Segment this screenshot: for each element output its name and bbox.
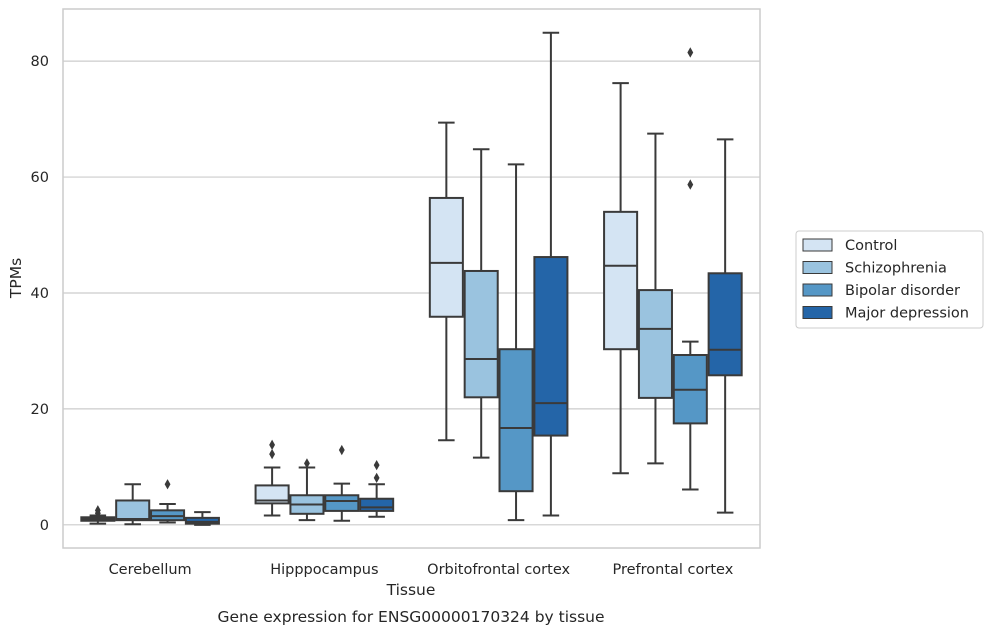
legend-frame <box>795 230 984 329</box>
legend-label: Major depression <box>845 306 969 322</box>
iqr-box <box>184 516 220 525</box>
box-major-depression <box>184 511 220 526</box>
y-tick-label: 80 <box>31 54 49 70</box>
box-bipolar-disorder <box>672 47 708 491</box>
x-axis-label: Tissue <box>386 581 436 599</box>
box-control <box>254 439 290 517</box>
iqr-box <box>533 256 569 437</box>
legend-swatch <box>802 306 833 319</box>
box-schizophrenia <box>289 458 325 522</box>
x-tick-labels: Cerebellum Hipppocampus Orbitofrontal cort… <box>109 562 734 578</box>
box-major-depression <box>707 138 743 514</box>
iqr-box <box>324 494 360 512</box>
legend: Control Schizophrenia Bipolar disorder Majo… <box>795 230 984 329</box>
x-tick-label: Orbitofrontal cortex <box>427 562 570 578</box>
outlier-marker <box>687 179 694 190</box>
y-tick-label: 20 <box>31 402 49 418</box>
box-bipolar-disorder <box>498 163 534 522</box>
legend-items: Control Schizophrenia Bipolar disorder Majo… <box>802 238 969 322</box>
box-control <box>428 121 464 442</box>
box-bipolar-disorder <box>150 479 186 524</box>
outlier-marker <box>269 439 276 451</box>
plot-area-frame <box>62 8 761 549</box>
y-tick-label: 0 <box>40 518 49 534</box>
outlier-marker <box>94 505 101 516</box>
legend-label: Schizophrenia <box>845 261 947 277</box>
iqr-box <box>603 210 639 351</box>
box-schizophrenia <box>115 483 151 526</box>
y-tick-label: 40 <box>31 286 49 302</box>
legend-swatch <box>802 238 833 252</box>
legend-swatch <box>802 261 833 274</box>
x-tick-label: Prefrontal cortex <box>612 562 733 578</box>
outlier-marker <box>304 458 310 469</box>
outlier-marker <box>338 444 345 456</box>
iqr-box <box>115 499 151 522</box>
legend-label: Bipolar disorder <box>845 283 960 299</box>
box-groups <box>80 31 743 526</box>
iqr-box <box>359 497 395 512</box>
x-tick-label: Cerebellum <box>109 562 192 578</box>
box-major-depression <box>359 459 395 518</box>
box-schizophrenia <box>637 132 673 465</box>
y-tick-labels: 0 20 40 60 80 <box>31 54 49 534</box>
legend-label: Control <box>845 238 897 254</box>
y-axis-label: TPMs <box>7 258 25 299</box>
chart-caption: Gene expression for ENSG00000170324 by t… <box>217 608 604 626</box>
box-bipolar-disorder <box>324 444 360 522</box>
box-control <box>603 82 639 475</box>
legend-swatch <box>802 283 833 297</box>
box-control <box>80 505 116 525</box>
iqr-box <box>463 269 499 399</box>
iqr-box <box>254 484 290 505</box>
outlier-marker <box>269 448 276 460</box>
iqr-box <box>707 272 743 377</box>
iqr-box <box>637 289 673 399</box>
y-tick-label: 60 <box>31 170 49 186</box>
outlier-marker <box>164 479 171 490</box>
box-major-depression <box>533 31 569 517</box>
outlier-marker <box>373 472 380 484</box>
y-gridlines <box>63 60 760 526</box>
x-tick-label: Hipppocampus <box>270 562 378 578</box>
outlier-marker <box>373 459 380 471</box>
box-schizophrenia <box>463 148 499 459</box>
outlier-marker <box>687 47 694 58</box>
iqr-box <box>498 348 534 493</box>
iqr-box <box>428 196 464 318</box>
